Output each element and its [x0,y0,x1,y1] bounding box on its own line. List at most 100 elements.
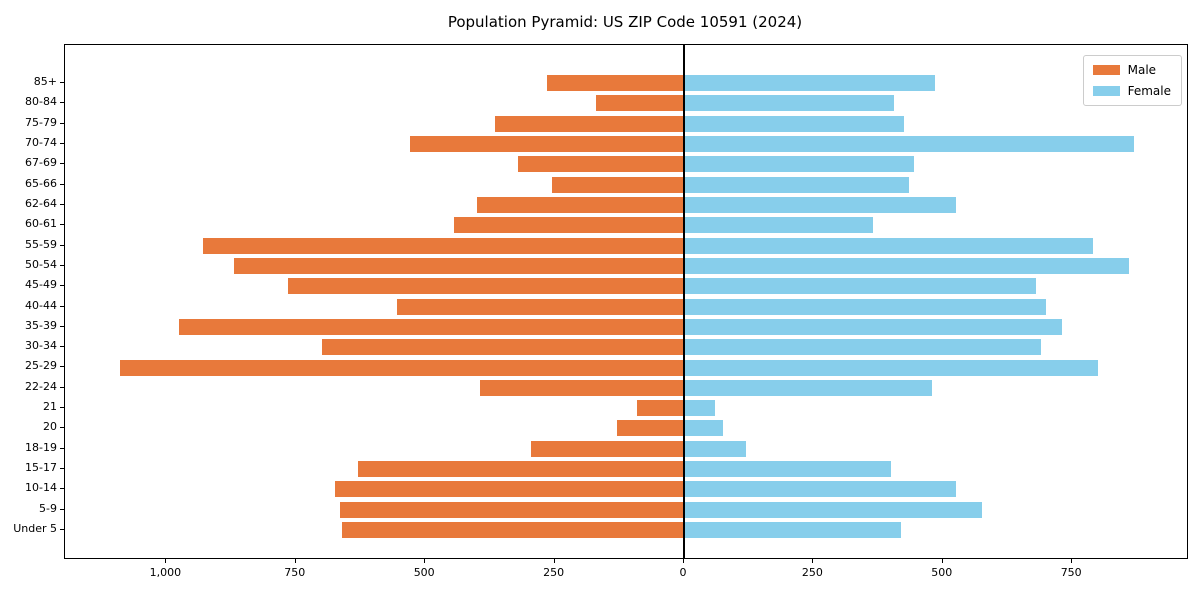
y-tick-mark [60,488,64,490]
y-tick-mark [60,163,64,165]
y-tick-label: 65-66 [25,176,57,190]
female-bar-75-79 [684,115,904,132]
y-tick-label: 22-24 [25,379,57,393]
y-tick-label: 67-69 [25,156,57,170]
y-tick-mark [60,468,64,470]
male-bar-21 [637,400,684,417]
x-tick-label: 500 [413,566,435,579]
y-tick-label: 85+ [33,75,57,88]
chart-title: Population Pyramid: US ZIP Code 10591 (2… [447,13,803,31]
y-tick-mark [60,142,64,144]
x-tick-label: 250 [801,566,823,579]
y-tick-mark [60,102,64,104]
y-tick-label: 62-64 [25,196,57,210]
male-bar-60-61 [453,217,684,234]
male-bar-40-44 [396,298,684,315]
y-tick-label: 35-39 [25,318,57,332]
female-bar-67-69 [684,156,915,173]
y-tick-mark [60,264,64,266]
legend-item-female: Female [1092,84,1171,98]
y-tick-label: 40-44 [25,298,57,312]
y-tick-label: 15-17 [25,461,57,475]
male-bar-85+ [546,75,684,91]
y-tick-label: 5-9 [39,501,57,515]
y-tick-mark [60,508,64,510]
y-tick-mark [60,82,64,83]
y-tick-label: 20 [43,420,57,434]
female-bar-60-61 [684,217,873,234]
male-bar-Under 5 [342,522,684,538]
y-tick-mark [60,224,64,226]
y-tick-label: 70-74 [25,135,57,149]
y-tick-label: Under 5 [13,522,57,536]
male-bar-50-54 [233,257,684,274]
male-bar-10-14 [334,481,684,498]
y-tick-mark [60,244,64,246]
female-bar-85+ [684,75,935,91]
female-bar-20 [684,420,723,437]
y-tick-mark [60,447,64,449]
plot-area: Male Female [64,44,1188,559]
female-bar-21 [684,400,716,417]
y-tick-label: 25-29 [25,359,57,373]
y-tick-mark [60,285,64,287]
female-bar-30-34 [684,339,1042,356]
male-bar-20 [616,420,684,437]
y-tick-label: 75-79 [25,115,57,129]
y-tick-label: 80-84 [25,95,57,109]
female-bar-Under 5 [684,522,902,538]
y-tick-mark [60,325,64,327]
y-tick-mark [60,305,64,307]
female-bar-65-66 [684,176,910,193]
male-bar-70-74 [409,136,684,152]
y-tick-mark [60,427,64,429]
legend: Male Female [1082,55,1182,106]
y-tick-mark [60,346,64,348]
x-tick-mark [812,559,814,563]
y-tick-label: 60-61 [25,217,57,231]
legend-item-male: Male [1092,63,1171,77]
female-bar-5-9 [684,501,982,518]
legend-label-male: Male [1127,63,1157,77]
y-tick-mark [60,366,64,368]
female-bar-22-24 [684,379,933,396]
male-bar-15-17 [357,461,684,478]
male-bar-35-39 [179,318,684,335]
male-bar-25-29 [119,359,684,376]
female-bar-35-39 [684,318,1062,335]
female-bar-62-64 [684,196,956,213]
y-tick-mark [60,529,64,531]
y-tick-label: 30-34 [25,339,57,353]
x-tick-label: 500 [931,566,953,579]
female-bar-55-59 [684,237,1093,254]
y-tick-mark [60,203,64,205]
y-tick-label: 21 [43,400,57,414]
female-bar-50-54 [684,257,1130,274]
legend-label-female: Female [1127,84,1171,98]
y-tick-mark [60,183,64,185]
female-bar-15-17 [684,461,891,478]
x-tick-mark [553,559,555,563]
male-bar-62-64 [477,196,684,213]
female-bar-70-74 [684,136,1135,152]
female-bar-80-84 [684,95,894,112]
female-bar-40-44 [684,298,1047,315]
x-tick-mark [165,559,167,563]
y-tick-mark [60,122,64,124]
male-bar-75-79 [495,115,684,132]
male-swatch-icon [1092,65,1120,75]
x-tick-label: 250 [543,566,565,579]
y-tick-mark [60,407,64,409]
y-tick-label: 18-19 [25,440,57,454]
y-tick-label: 10-14 [25,481,57,495]
male-bar-5-9 [339,501,684,518]
x-tick-mark [941,559,943,563]
zero-axis-line [683,45,685,558]
male-bar-30-34 [321,339,684,356]
x-tick-mark [683,559,684,563]
x-tick-label: 1,000 [149,566,182,579]
female-bar-45-49 [684,278,1036,295]
y-tick-label: 55-59 [25,237,57,251]
y-tick-mark [60,386,64,388]
